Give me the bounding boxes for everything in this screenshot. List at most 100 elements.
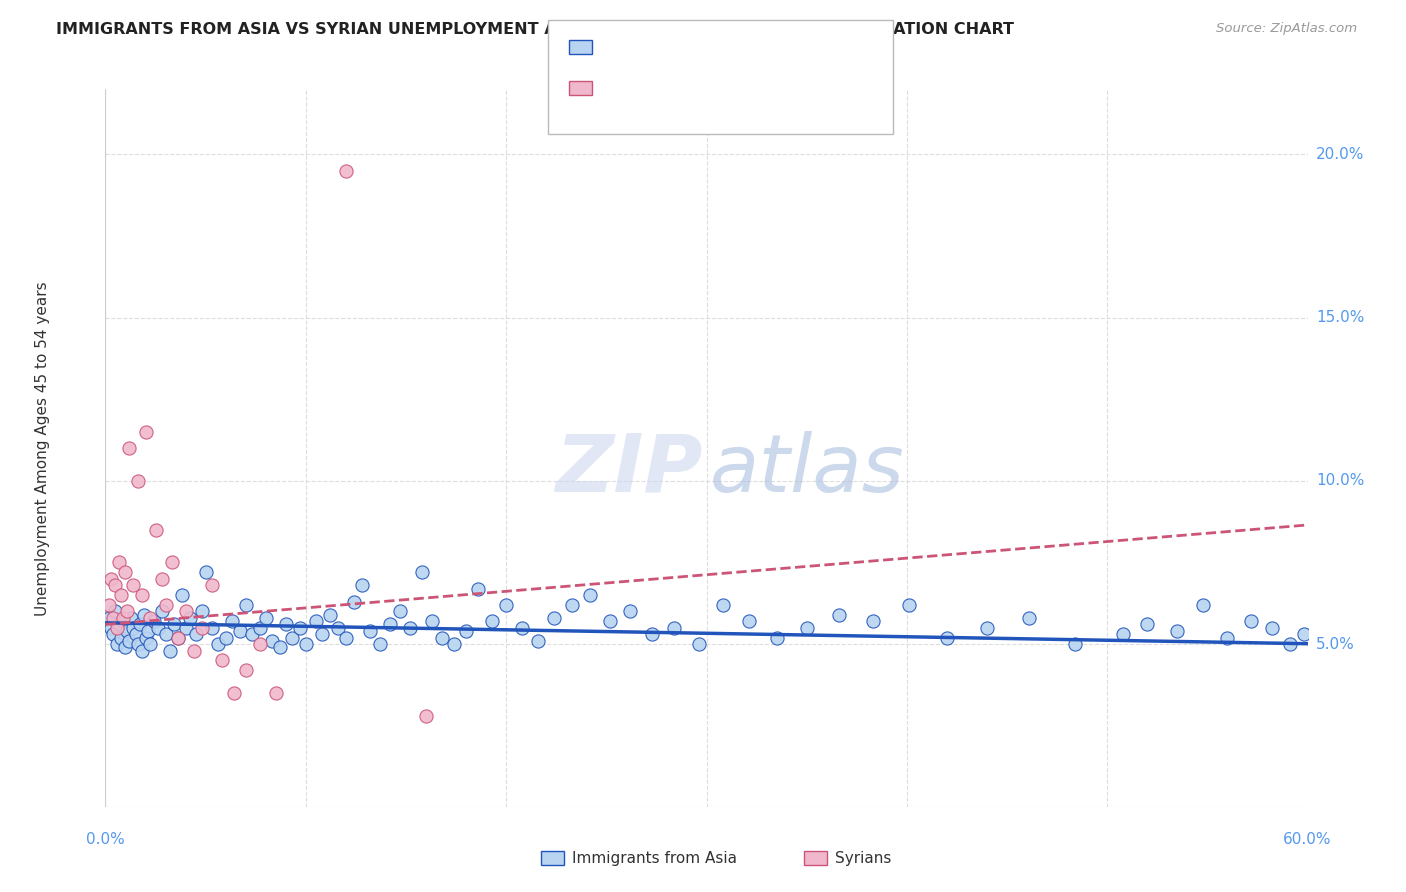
Point <box>103 611 125 625</box>
Point <box>127 474 149 488</box>
Text: Syrians: Syrians <box>835 851 891 865</box>
Point <box>155 598 177 612</box>
Point <box>343 594 366 608</box>
Point <box>155 627 177 641</box>
Point <box>411 566 433 580</box>
Point <box>145 523 167 537</box>
Point <box>221 614 243 628</box>
Point <box>561 598 583 612</box>
Point <box>207 637 229 651</box>
Point <box>127 637 149 651</box>
Point <box>166 631 188 645</box>
Point <box>174 604 197 618</box>
Point <box>579 588 602 602</box>
Text: R =  0.027: R = 0.027 <box>600 81 682 95</box>
Point <box>1240 614 1263 628</box>
Point <box>269 640 291 655</box>
Point <box>183 643 205 657</box>
Point <box>737 614 759 628</box>
Point <box>1018 611 1040 625</box>
Point <box>104 578 127 592</box>
Point <box>107 621 129 635</box>
Point <box>190 621 212 635</box>
Point <box>98 611 121 625</box>
Point <box>1112 627 1135 641</box>
Point <box>527 633 550 648</box>
Point <box>110 588 132 602</box>
Point <box>114 566 136 580</box>
Point <box>481 614 503 628</box>
Point <box>132 607 155 622</box>
Point <box>103 627 125 641</box>
Point <box>214 631 236 645</box>
Point <box>174 621 197 635</box>
Point <box>688 637 710 651</box>
Point <box>159 643 181 657</box>
Text: 20.0%: 20.0% <box>1316 147 1364 162</box>
Point <box>249 637 271 651</box>
Point <box>1306 647 1329 661</box>
Point <box>104 604 127 618</box>
Point <box>211 653 233 667</box>
Point <box>138 611 160 625</box>
Point <box>368 637 391 651</box>
Point <box>166 631 188 645</box>
Point <box>1136 617 1159 632</box>
Point <box>118 441 141 455</box>
Point <box>150 604 173 618</box>
Point <box>335 631 357 645</box>
Point <box>936 631 959 645</box>
Point <box>1166 624 1188 638</box>
Point <box>128 617 150 632</box>
Point <box>510 621 533 635</box>
Text: Immigrants from Asia: Immigrants from Asia <box>572 851 737 865</box>
Point <box>117 604 139 618</box>
Point <box>897 598 920 612</box>
Point <box>112 614 135 628</box>
Point <box>228 624 250 638</box>
Point <box>443 637 465 651</box>
Point <box>765 631 787 645</box>
Point <box>100 572 122 586</box>
Text: N = 99: N = 99 <box>752 40 806 54</box>
Point <box>711 598 734 612</box>
Point <box>641 627 664 641</box>
Point <box>260 633 283 648</box>
Point <box>122 621 145 635</box>
Point <box>399 621 422 635</box>
Text: Source: ZipAtlas.com: Source: ZipAtlas.com <box>1216 22 1357 36</box>
Point <box>118 633 141 648</box>
Point <box>108 556 131 570</box>
Point <box>135 425 157 439</box>
Point <box>319 607 342 622</box>
Text: ZIP: ZIP <box>555 431 703 508</box>
Point <box>112 611 135 625</box>
Point <box>170 588 193 602</box>
Point <box>796 621 818 635</box>
Point <box>264 686 287 700</box>
Point <box>142 614 165 628</box>
Point <box>107 637 129 651</box>
Point <box>359 624 381 638</box>
Point <box>1292 627 1315 641</box>
Point <box>124 627 146 641</box>
Point <box>240 627 263 641</box>
Point <box>201 621 224 635</box>
Point <box>131 588 153 602</box>
Text: 0.0%: 0.0% <box>86 832 125 847</box>
Point <box>117 624 139 638</box>
Point <box>619 604 641 618</box>
Point <box>254 611 277 625</box>
Point <box>274 617 297 632</box>
Text: N = 32: N = 32 <box>752 81 806 95</box>
Point <box>335 163 357 178</box>
Point <box>194 566 217 580</box>
Point <box>135 631 157 645</box>
Point <box>295 637 318 651</box>
Text: 15.0%: 15.0% <box>1316 310 1364 326</box>
Point <box>131 643 153 657</box>
Point <box>430 631 453 645</box>
Point <box>179 611 201 625</box>
Point <box>100 621 122 635</box>
Point <box>184 627 207 641</box>
